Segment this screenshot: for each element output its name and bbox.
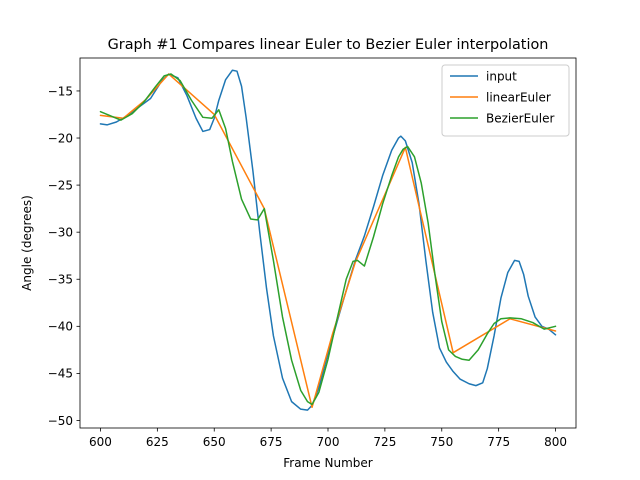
- x-tick-label: 700: [317, 435, 340, 449]
- x-tick-label: 750: [430, 435, 453, 449]
- legend: input linearEuler BezierEuler: [441, 64, 570, 137]
- y-axis: −15 −20 −25 −30 −35 −40 −45 −50: [48, 84, 80, 428]
- x-tick-label: 725: [373, 435, 396, 449]
- legend-label-linearEuler: linearEuler: [486, 90, 551, 104]
- y-tick-label: −45: [48, 367, 73, 381]
- x-tick-label: 800: [544, 435, 567, 449]
- legend-label-input: input: [486, 69, 517, 83]
- x-tick-label: 775: [487, 435, 510, 449]
- y-tick-label: −20: [48, 131, 73, 145]
- y-axis-title: Angle (degrees): [20, 195, 34, 291]
- series-line-BezierEuler: [99, 73, 557, 406]
- chart-title: Graph #1 Compares linear Euler to Bezier…: [108, 37, 549, 53]
- y-tick-label: −30: [48, 225, 73, 239]
- y-tick-label: −35: [48, 273, 73, 287]
- x-tick-label: 650: [203, 435, 226, 449]
- x-tick-label: 625: [146, 435, 169, 449]
- x-tick-label: 600: [89, 435, 112, 449]
- y-tick-label: −25: [48, 178, 73, 192]
- x-tick-label: 675: [260, 435, 283, 449]
- x-axis: 600 625 650 675 700 725 750 775 800: [89, 428, 567, 449]
- y-tick-label: −15: [48, 84, 73, 98]
- y-tick-label: −50: [48, 414, 73, 428]
- y-tick-label: −40: [48, 320, 73, 334]
- legend-label-BezierEuler: BezierEuler: [486, 111, 554, 125]
- series-layer: [99, 69, 557, 411]
- x-axis-title: Frame Number: [283, 456, 372, 470]
